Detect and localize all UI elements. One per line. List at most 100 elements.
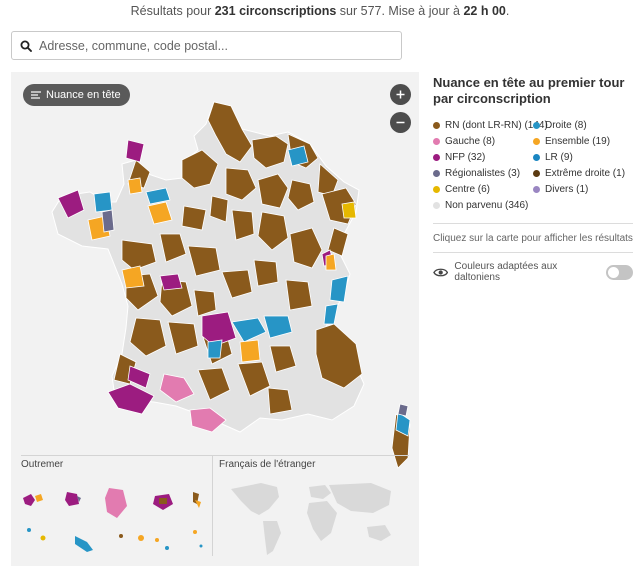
region-rn[interactable] bbox=[257, 211, 289, 251]
legend-dot bbox=[433, 122, 440, 129]
zoom-out-button[interactable] bbox=[390, 112, 411, 133]
continent-asia[interactable] bbox=[329, 483, 391, 513]
region-rn[interactable] bbox=[269, 345, 297, 373]
region-droite[interactable] bbox=[263, 315, 293, 339]
territory-guyane[interactable] bbox=[105, 488, 127, 518]
legend-dot bbox=[533, 122, 540, 129]
legend-item: Non parvenu (346) bbox=[433, 200, 533, 211]
etranger-title: Français de l'étranger bbox=[219, 459, 316, 470]
region-gauche[interactable] bbox=[189, 407, 227, 433]
region-droite[interactable] bbox=[329, 275, 349, 303]
territory-wallis[interactable] bbox=[119, 534, 123, 538]
region-regionalistes[interactable] bbox=[397, 403, 409, 417]
region-rn[interactable] bbox=[209, 195, 229, 223]
region-rn[interactable] bbox=[251, 135, 289, 169]
region-nfp[interactable] bbox=[127, 365, 151, 389]
region-rn[interactable] bbox=[181, 149, 219, 189]
continent-europe[interactable] bbox=[309, 485, 331, 499]
region-rn[interactable] bbox=[193, 289, 217, 317]
continent-south-america[interactable] bbox=[263, 521, 281, 555]
territory-polynesie[interactable] bbox=[138, 535, 144, 541]
region-droite[interactable] bbox=[395, 411, 411, 437]
search-input[interactable] bbox=[39, 38, 379, 53]
territory-spm[interactable] bbox=[27, 528, 31, 532]
region-rn[interactable] bbox=[187, 245, 221, 277]
region-rn[interactable] bbox=[129, 317, 167, 357]
territory-nouvelle-caledonie[interactable] bbox=[75, 536, 93, 552]
region-ensemble[interactable] bbox=[127, 177, 143, 195]
region-droite[interactable] bbox=[287, 145, 309, 167]
territory-martinique[interactable] bbox=[77, 496, 81, 502]
colorblind-toggle[interactable] bbox=[606, 264, 633, 280]
region-rn[interactable] bbox=[289, 227, 323, 269]
legend-item: Droite (8) bbox=[533, 120, 633, 131]
world-map[interactable] bbox=[221, 475, 411, 565]
region-nfp[interactable] bbox=[57, 189, 85, 219]
region-ensemble[interactable] bbox=[121, 265, 145, 289]
region-rn[interactable] bbox=[257, 173, 289, 209]
nuance-button-label: Nuance en tête bbox=[46, 89, 121, 101]
region-rn[interactable] bbox=[287, 179, 315, 211]
search-box[interactable] bbox=[11, 31, 402, 60]
region-rn[interactable] bbox=[327, 227, 349, 257]
region-rn[interactable] bbox=[121, 239, 157, 271]
region-rn[interactable] bbox=[159, 233, 187, 263]
region-nfp[interactable] bbox=[107, 383, 155, 415]
continent-africa[interactable] bbox=[307, 501, 337, 541]
region-ensemble[interactable] bbox=[147, 201, 173, 225]
territory-mayotte[interactable] bbox=[195, 500, 201, 508]
region-droite[interactable] bbox=[323, 303, 339, 325]
territory-guadeloupe[interactable] bbox=[23, 494, 35, 506]
territory-sbsm[interactable] bbox=[199, 544, 203, 548]
legend-dot bbox=[433, 186, 440, 193]
legend-item: NFP (32) bbox=[433, 152, 533, 163]
region-rn[interactable] bbox=[197, 367, 231, 401]
region-regionalistes[interactable] bbox=[101, 209, 115, 233]
results-status: Résultats pour 231 circonscriptions sur … bbox=[130, 4, 510, 18]
legend-item: Régionalistes (3) bbox=[433, 168, 533, 179]
continent-oceania[interactable] bbox=[367, 525, 391, 541]
legend-dot bbox=[533, 138, 540, 145]
legend-item: LR (9) bbox=[533, 152, 633, 163]
outremer-title: Outremer bbox=[21, 459, 64, 470]
region-centre[interactable] bbox=[341, 201, 357, 219]
region-rn[interactable] bbox=[285, 279, 313, 311]
update-time: 22 h 00 bbox=[463, 4, 506, 18]
region-rn[interactable] bbox=[167, 321, 199, 355]
outremer-map[interactable] bbox=[17, 474, 207, 564]
map-panel: Nuance en tête Outremer Français de l'ét… bbox=[11, 72, 419, 566]
region-rn[interactable] bbox=[267, 387, 293, 415]
territory-spm[interactable] bbox=[40, 535, 46, 541]
region-droite[interactable] bbox=[231, 317, 267, 343]
region-nfp[interactable] bbox=[159, 273, 183, 291]
region-rn[interactable] bbox=[315, 323, 363, 389]
region-rn[interactable] bbox=[225, 167, 257, 201]
region-rn[interactable] bbox=[231, 209, 255, 241]
territory-guadeloupe[interactable] bbox=[35, 494, 43, 502]
region-gauche[interactable] bbox=[159, 373, 195, 403]
territory-martinique[interactable] bbox=[65, 492, 79, 506]
region-rn[interactable] bbox=[253, 259, 279, 287]
nuance-button[interactable]: Nuance en tête bbox=[23, 84, 130, 106]
region-droite[interactable] bbox=[145, 187, 171, 205]
zoom-in-button[interactable] bbox=[390, 84, 411, 105]
region-rn[interactable] bbox=[207, 101, 253, 163]
france-map[interactable] bbox=[26, 84, 426, 474]
legend-dot bbox=[433, 154, 440, 161]
region-ensemble[interactable] bbox=[325, 253, 337, 271]
region-nfp[interactable] bbox=[201, 311, 237, 347]
region-nfp[interactable] bbox=[125, 139, 145, 163]
inset-vertical-divider bbox=[212, 456, 213, 556]
region-rn[interactable] bbox=[181, 205, 207, 231]
region-ensemble[interactable] bbox=[239, 339, 261, 363]
territory-polynesie[interactable] bbox=[155, 538, 159, 542]
legend-item: RN (dont LR-RN) (144) bbox=[433, 120, 548, 131]
region-rn[interactable] bbox=[221, 269, 253, 299]
territory-sbsm[interactable] bbox=[165, 546, 169, 550]
region-droite[interactable] bbox=[93, 191, 113, 213]
territory-reunion[interactable] bbox=[159, 498, 167, 504]
continent-north-america[interactable] bbox=[231, 483, 279, 515]
territory-sbsm[interactable] bbox=[193, 530, 197, 534]
region-droite[interactable] bbox=[207, 339, 223, 359]
region-rn[interactable] bbox=[237, 361, 271, 397]
